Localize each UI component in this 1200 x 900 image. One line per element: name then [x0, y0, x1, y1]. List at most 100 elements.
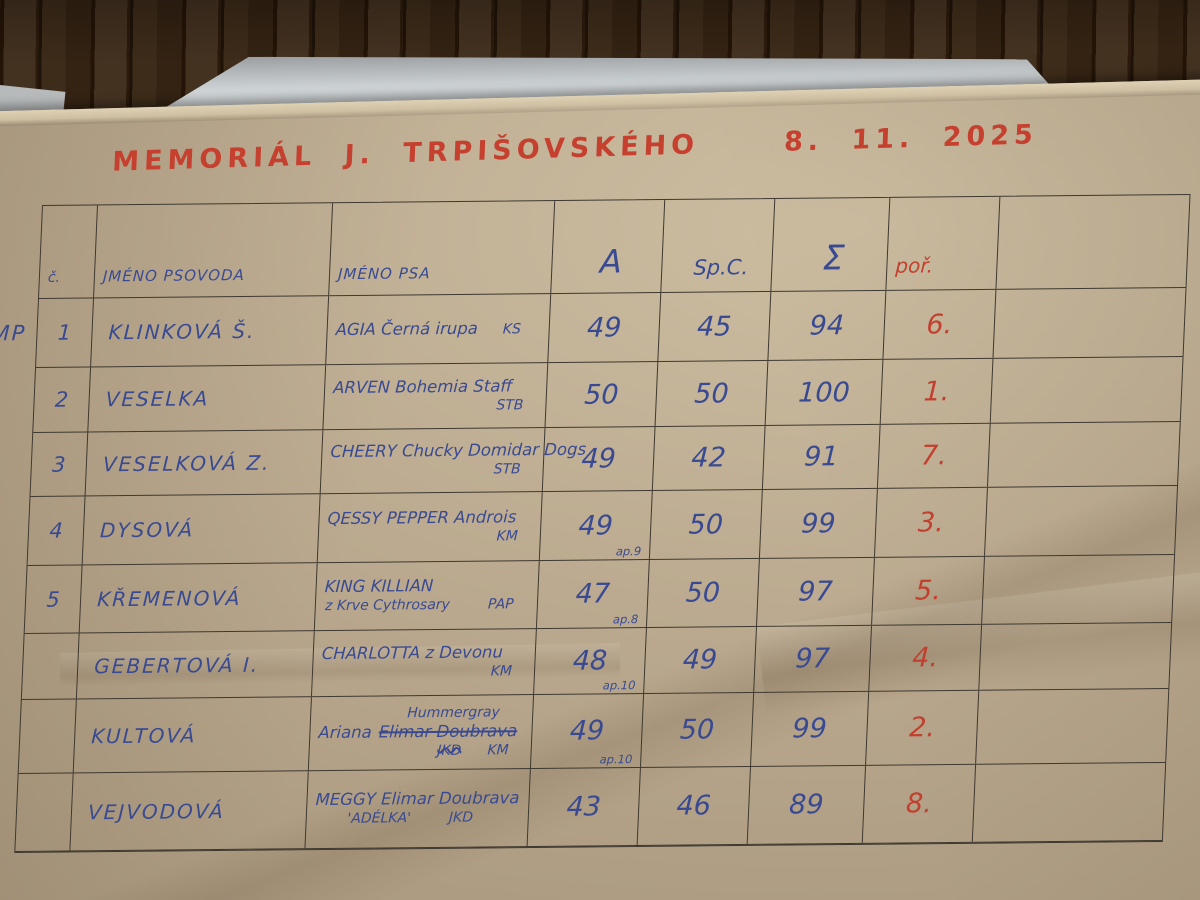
dog-name-part: z Krve Cythrosary — [324, 596, 451, 615]
a-score-value: 48 — [572, 645, 608, 677]
rank-value: 3. — [917, 506, 945, 538]
handler-name: KULTOVÁ — [90, 722, 197, 748]
cell-a-score: 49 ap.9 — [539, 491, 653, 561]
dog-name-line1: CHEERY Chucky Domidar Dogs — [330, 440, 587, 464]
breed-code: JKD — [448, 809, 474, 826]
breed-code: KM — [490, 663, 513, 680]
cell-sum: 100 — [765, 359, 884, 425]
cell-extra — [985, 486, 1176, 556]
table-header-row: č. JMÉNO PSOVODA JMÉNO PSA A Sp.C. Σ poř… — [38, 194, 1190, 299]
cell-spc-score: 50 — [646, 558, 760, 627]
handler-name: KŘEMENOVÁ — [96, 585, 242, 611]
cell-rank: 4. — [869, 624, 983, 691]
cell-sum: 97 — [757, 557, 875, 626]
cell-a-score: 49 — [548, 293, 662, 363]
cell-handler-name: DYSOVÁ — [82, 494, 321, 565]
cell-number: 5 — [24, 565, 83, 633]
cell-extra — [994, 288, 1185, 358]
a-score-value: 50 — [583, 378, 620, 411]
sum-value: 100 — [797, 376, 851, 409]
dog-name-part: 'ADÉLKA' — [347, 810, 412, 827]
table-row: 3 VESELKOVÁ Z. CHEERY Chucky Domidar Dog… — [30, 421, 1180, 497]
cell-spc-score: 50 — [640, 692, 755, 767]
header-cell-spc-score: Sp.C. — [661, 198, 776, 293]
cell-spc-score: 45 — [658, 291, 772, 362]
cell-number: MP 1 — [0, 298, 95, 367]
header-cell-a-score: A — [551, 200, 666, 294]
dog-name-line2: JKD KM — [317, 742, 525, 761]
cell-a-score: 50 — [545, 362, 659, 428]
cell-handler-name: VESELKA — [88, 365, 327, 432]
cell-handler-name: KŘEMENOVÁ — [79, 563, 318, 633]
cell-extra — [991, 357, 1182, 423]
cell-dog-name: AGIA Černá irupa KS — [326, 294, 552, 365]
handler-name: KLINKOVÁ Š. — [108, 318, 256, 345]
dog-name-line2: STB — [332, 397, 540, 416]
cell-sum: 99 — [751, 691, 870, 766]
cell-extra — [976, 689, 1167, 764]
dog-name-line1: MEGGY Elimar Doubrava — [315, 789, 523, 812]
cell-sum: 97 — [754, 625, 873, 692]
cell-dog-name: Hummergray Ariana Elimar Doubrava JKD KM — [308, 695, 535, 771]
table-row: MP 1 KLINKOVÁ Š. AGIA Černá irupa KS 49 — [0, 287, 1186, 368]
header-cell-number: č. — [39, 205, 98, 298]
cell-dog-name: ARVEN Bohemia Staff STB — [323, 363, 549, 430]
spc-score-value: 50 — [679, 714, 715, 746]
rank-value: 4. — [911, 642, 939, 674]
spc-score-value: 50 — [687, 508, 724, 541]
a-score-note: ap.10 — [602, 678, 636, 693]
cell-spc-score: 50 — [649, 489, 763, 560]
cell-a-score: 49 ap.10 — [530, 693, 645, 769]
cell-rank: 1. — [880, 358, 994, 424]
cell-dog-name: KING KILLIAN z Krve Cythrosary PAP — [314, 561, 540, 631]
cell-dog-name: CHARLOTTA z Devonu KM — [311, 629, 537, 697]
cell-extra — [979, 623, 1170, 690]
dog-name-line2: KM — [321, 663, 529, 682]
row-number: 3 — [51, 452, 67, 477]
header-cell-rank: poř. — [886, 196, 1001, 290]
cell-spc-score: 46 — [637, 766, 751, 845]
a-score-note: ap.8 — [612, 612, 639, 627]
dog-name: ARVEN Bohemia Staff — [332, 376, 513, 398]
cell-a-score: 47 ap.8 — [536, 560, 650, 629]
cell-handler-name: KLINKOVÁ Š. — [91, 296, 330, 367]
sum-value: 97 — [797, 576, 834, 608]
breed-code: KM — [487, 742, 510, 759]
dog-name-line1: CHARLOTTA z Devonu — [321, 643, 529, 666]
dog-name-line1: AGIA Černá irupa KS — [335, 318, 543, 341]
a-score-value: 49 — [580, 443, 617, 475]
cell-rank: 8. — [862, 764, 977, 843]
dog-name: CHARLOTTA z Devonu — [321, 642, 504, 664]
cell-handler-name: KULTOVÁ — [73, 697, 312, 773]
breed-code: STB — [496, 396, 524, 414]
row-number: 2 — [54, 387, 69, 412]
spc-score-value: 42 — [690, 442, 727, 474]
cell-number — [18, 699, 77, 773]
sum-value: 94 — [809, 309, 845, 342]
table-row: 5 KŘEMENOVÁ KING KILLIAN z Krve Cythrosa… — [24, 554, 1175, 634]
cell-sum: 89 — [747, 765, 867, 844]
handler-name: GEBERTOVÁ I. — [93, 652, 260, 678]
cell-rank: 6. — [883, 289, 997, 359]
dog-name: MEGGY Elimar Doubrava — [315, 788, 520, 810]
header-cell-handler-name: JMÉNO PSOVODA — [94, 203, 334, 298]
sum-value: 99 — [791, 713, 828, 745]
cell-extra — [973, 763, 1164, 842]
rank-value: 8. — [905, 788, 933, 820]
spc-score-value: 50 — [693, 377, 730, 410]
cell-number — [21, 633, 80, 699]
cell-number: 3 — [30, 432, 89, 496]
spc-score-value: 49 — [682, 644, 718, 676]
a-score-value: 47 — [575, 578, 611, 610]
table-row: GEBERTOVÁ I. CHARLOTTA z Devonu KM 48 ap… — [21, 622, 1172, 700]
cell-number: 2 — [33, 367, 92, 432]
cell-extra — [988, 422, 1179, 487]
margin-note: MP — [0, 321, 27, 346]
handler-name: VESELKOVÁ Z. — [102, 450, 272, 476]
a-score-value: 49 — [577, 509, 614, 542]
dog-name-part: Ariana — [318, 722, 373, 743]
cell-sum: 94 — [768, 290, 887, 360]
handler-name: DYSOVÁ — [99, 517, 195, 543]
breed-code-struck-out: JKD — [436, 742, 462, 759]
cell-handler-name: GEBERTOVÁ I. — [76, 631, 315, 699]
